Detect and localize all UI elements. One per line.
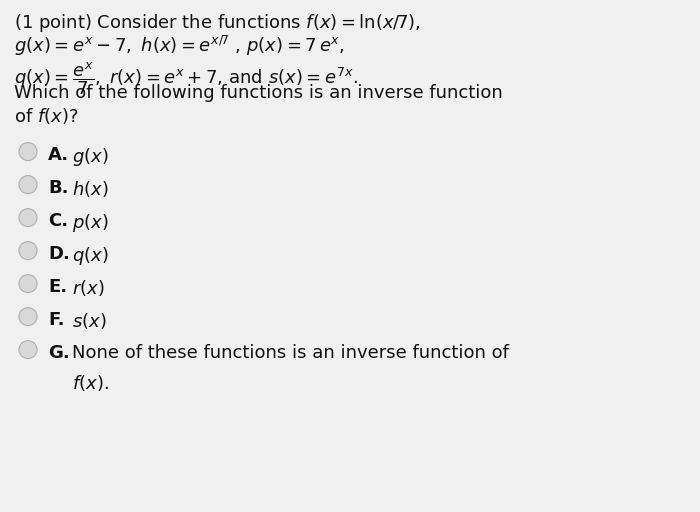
Circle shape <box>19 340 37 358</box>
Text: $g(x) = e^x - 7,\ h(x) = e^{x/7}$ , $p(x) = 7\,e^x$,: $g(x) = e^x - 7,\ h(x) = e^{x/7}$ , $p(x… <box>14 34 345 58</box>
Text: $r(x)$: $r(x)$ <box>72 278 104 297</box>
Text: Which of the following functions is an inverse function: Which of the following functions is an i… <box>14 84 503 102</box>
Text: D.: D. <box>48 245 70 263</box>
Text: (1 point) Consider the functions $f(x) = \ln(x/7)$,: (1 point) Consider the functions $f(x) =… <box>14 12 421 34</box>
Text: B.: B. <box>48 179 69 197</box>
Circle shape <box>19 208 37 227</box>
Text: A.: A. <box>48 145 69 164</box>
Text: F.: F. <box>48 311 64 329</box>
Text: $p(x)$: $p(x)$ <box>72 211 108 233</box>
Text: E.: E. <box>48 278 67 295</box>
Text: of $f(x)$?: of $f(x)$? <box>14 106 78 126</box>
Text: $q(x) = \dfrac{e^x}{7},\ r(x) = e^x + 7$, and $s(x) = e^{7x}$.: $q(x) = \dfrac{e^x}{7},\ r(x) = e^x + 7$… <box>14 60 358 97</box>
Text: G.: G. <box>48 344 70 361</box>
Circle shape <box>19 242 37 260</box>
Text: $q(x)$: $q(x)$ <box>72 245 108 267</box>
Circle shape <box>19 308 37 326</box>
Circle shape <box>19 143 37 161</box>
Text: $g(x)$: $g(x)$ <box>72 145 108 167</box>
Text: None of these functions is an inverse function of: None of these functions is an inverse fu… <box>72 344 509 361</box>
Text: $h(x)$: $h(x)$ <box>72 179 108 199</box>
Circle shape <box>19 274 37 292</box>
Text: C.: C. <box>48 211 68 229</box>
Circle shape <box>19 176 37 194</box>
Text: $f(x)$.: $f(x)$. <box>72 373 108 393</box>
Text: $s(x)$: $s(x)$ <box>72 311 106 331</box>
